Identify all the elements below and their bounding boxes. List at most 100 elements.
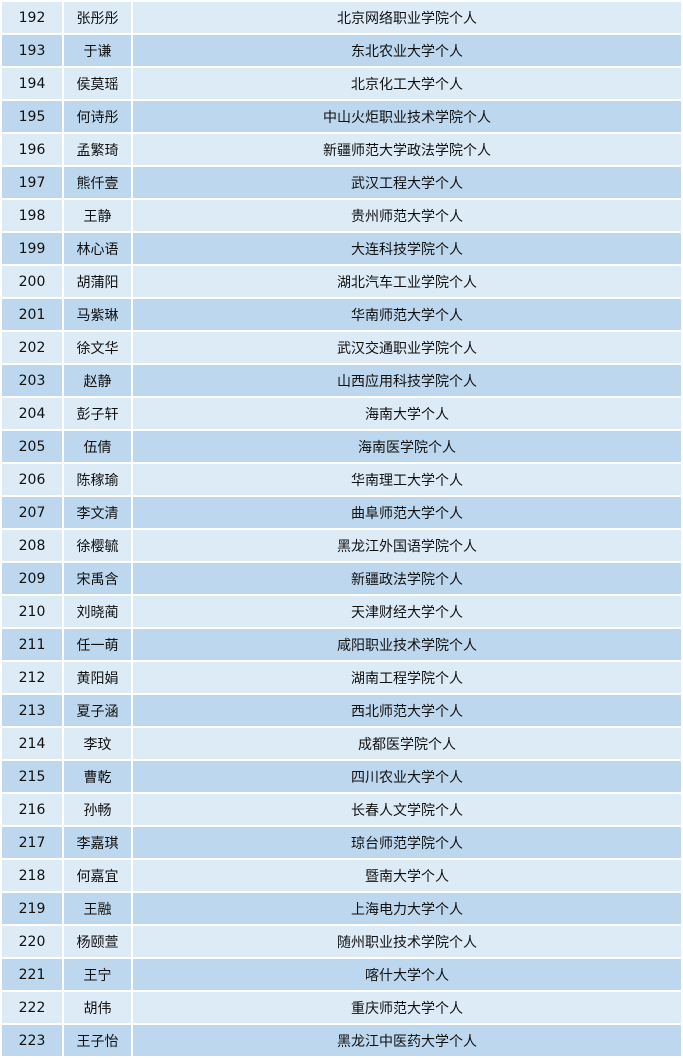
person-name: 刘晓蔺 xyxy=(62,594,133,629)
table-row: 193 于谦 东北农业大学个人 xyxy=(0,33,683,68)
table-row: 205 伍倩 海南医学院个人 xyxy=(0,429,683,464)
row-number: 207 xyxy=(0,495,64,530)
person-name: 黄阳娟 xyxy=(62,660,133,695)
table-row: 214 李玟 成都医学院个人 xyxy=(0,726,683,761)
table-row: 216 孙畅 长春人文学院个人 xyxy=(0,792,683,827)
row-number: 203 xyxy=(0,363,64,398)
school-name: 武汉工程大学个人 xyxy=(131,165,683,200)
table-row: 210 刘晓蔺 天津财经大学个人 xyxy=(0,594,683,629)
school-name: 新疆师范大学政法学院个人 xyxy=(131,132,683,167)
person-name: 李玟 xyxy=(62,726,133,761)
row-number: 196 xyxy=(0,132,64,167)
table-row: 209 宋禹含 新疆政法学院个人 xyxy=(0,561,683,596)
school-name: 喀什大学个人 xyxy=(131,957,683,992)
person-name: 伍倩 xyxy=(62,429,133,464)
person-name: 王宁 xyxy=(62,957,133,992)
table-row: 206 陈稼瑜 华南理工大学个人 xyxy=(0,462,683,497)
row-number: 198 xyxy=(0,198,64,233)
person-name: 赵静 xyxy=(62,363,133,398)
person-name: 李嘉琪 xyxy=(62,825,133,860)
row-number: 192 xyxy=(0,0,64,35)
table-row: 196 孟繁琦 新疆师范大学政法学院个人 xyxy=(0,132,683,167)
school-name: 成都医学院个人 xyxy=(131,726,683,761)
row-number: 208 xyxy=(0,528,64,563)
row-number: 206 xyxy=(0,462,64,497)
school-name: 中山火炬职业技术学院个人 xyxy=(131,99,683,134)
row-number: 216 xyxy=(0,792,64,827)
person-name: 王静 xyxy=(62,198,133,233)
person-name: 林心语 xyxy=(62,231,133,266)
school-name: 琼台师范学院个人 xyxy=(131,825,683,860)
person-name: 侯莫瑶 xyxy=(62,66,133,101)
table-row: 208 徐樱毓 黑龙江外国语学院个人 xyxy=(0,528,683,563)
table-row: 207 李文清 曲阜师范大学个人 xyxy=(0,495,683,530)
table-row: 211 任一萌 咸阳职业技术学院个人 xyxy=(0,627,683,662)
table-row: 222 胡伟 重庆师范大学个人 xyxy=(0,990,683,1025)
school-name: 暨南大学个人 xyxy=(131,858,683,893)
row-number: 212 xyxy=(0,660,64,695)
table-row: 203 赵静 山西应用科技学院个人 xyxy=(0,363,683,398)
row-number: 222 xyxy=(0,990,64,1025)
row-number: 202 xyxy=(0,330,64,365)
table-row: 218 何嘉宜 暨南大学个人 xyxy=(0,858,683,893)
table-row: 194 侯莫瑶 北京化工大学个人 xyxy=(0,66,683,101)
row-number: 219 xyxy=(0,891,64,926)
school-name: 黑龙江外国语学院个人 xyxy=(131,528,683,563)
person-name: 张彤彤 xyxy=(62,0,133,35)
school-name: 新疆政法学院个人 xyxy=(131,561,683,596)
person-name: 杨颐萱 xyxy=(62,924,133,959)
person-name: 陈稼瑜 xyxy=(62,462,133,497)
table-row: 219 王融 上海电力大学个人 xyxy=(0,891,683,926)
school-name: 湖南工程学院个人 xyxy=(131,660,683,695)
person-name: 王融 xyxy=(62,891,133,926)
table-row: 223 王子怡 黑龙江中医药大学个人 xyxy=(0,1023,683,1058)
table-row: 195 何诗彤 中山火炬职业技术学院个人 xyxy=(0,99,683,134)
school-name: 四川农业大学个人 xyxy=(131,759,683,794)
row-number: 213 xyxy=(0,693,64,728)
table-row: 200 胡蒲阳 湖北汽车工业学院个人 xyxy=(0,264,683,299)
table-row: 202 徐文华 武汉交通职业学院个人 xyxy=(0,330,683,365)
person-name: 任一萌 xyxy=(62,627,133,662)
person-name: 于谦 xyxy=(62,33,133,68)
row-number: 204 xyxy=(0,396,64,431)
person-name: 马紫琳 xyxy=(62,297,133,332)
row-number: 210 xyxy=(0,594,64,629)
row-number: 223 xyxy=(0,1023,64,1058)
table-row: 221 王宁 喀什大学个人 xyxy=(0,957,683,992)
school-name: 华南理工大学个人 xyxy=(131,462,683,497)
school-name: 海南大学个人 xyxy=(131,396,683,431)
table-row: 201 马紫琳 华南师范大学个人 xyxy=(0,297,683,332)
row-number: 220 xyxy=(0,924,64,959)
table-row: 217 李嘉琪 琼台师范学院个人 xyxy=(0,825,683,860)
school-name: 随州职业技术学院个人 xyxy=(131,924,683,959)
school-name: 东北农业大学个人 xyxy=(131,33,683,68)
row-number: 217 xyxy=(0,825,64,860)
row-number: 215 xyxy=(0,759,64,794)
person-name: 徐文华 xyxy=(62,330,133,365)
table-row: 215 曹乾 四川农业大学个人 xyxy=(0,759,683,794)
school-name: 曲阜师范大学个人 xyxy=(131,495,683,530)
school-name: 西北师范大学个人 xyxy=(131,693,683,728)
row-number: 193 xyxy=(0,33,64,68)
school-name: 重庆师范大学个人 xyxy=(131,990,683,1025)
person-name: 胡蒲阳 xyxy=(62,264,133,299)
person-name: 李文清 xyxy=(62,495,133,530)
person-name: 徐樱毓 xyxy=(62,528,133,563)
person-name: 夏子涵 xyxy=(62,693,133,728)
person-name: 熊仟壹 xyxy=(62,165,133,200)
table-row: 199 林心语 大连科技学院个人 xyxy=(0,231,683,266)
school-name: 天津财经大学个人 xyxy=(131,594,683,629)
school-name: 海南医学院个人 xyxy=(131,429,683,464)
table-row: 213 夏子涵 西北师范大学个人 xyxy=(0,693,683,728)
person-name: 何诗彤 xyxy=(62,99,133,134)
school-name: 黑龙江中医药大学个人 xyxy=(131,1023,683,1058)
school-name: 山西应用科技学院个人 xyxy=(131,363,683,398)
school-name: 北京网络职业学院个人 xyxy=(131,0,683,35)
row-number: 209 xyxy=(0,561,64,596)
row-number: 194 xyxy=(0,66,64,101)
person-name: 彭子轩 xyxy=(62,396,133,431)
row-number: 214 xyxy=(0,726,64,761)
person-name: 宋禹含 xyxy=(62,561,133,596)
